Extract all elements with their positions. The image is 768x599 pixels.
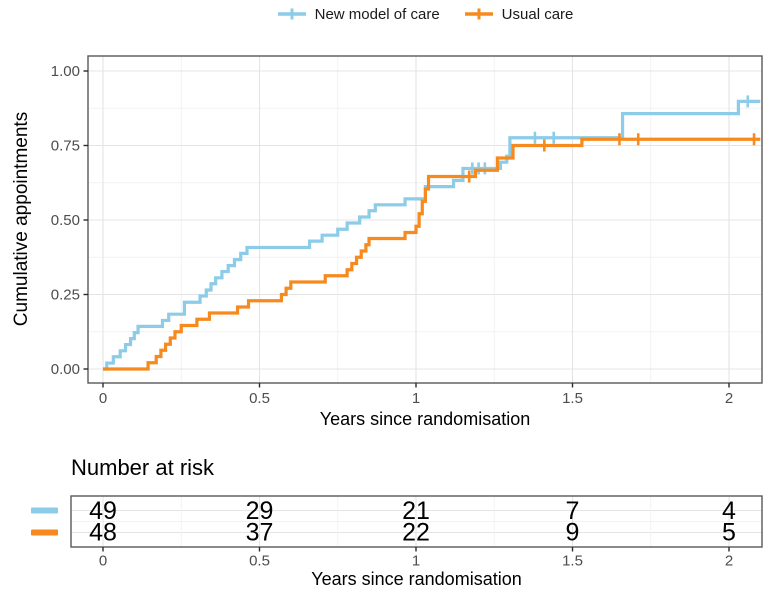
legend: New model of care Usual care bbox=[88, 0, 762, 28]
risk-count: 49 bbox=[89, 497, 117, 525]
y-tick-label: 0.75 bbox=[51, 138, 80, 155]
censor-marks-1 bbox=[467, 133, 756, 183]
risk-count: 48 bbox=[89, 519, 117, 547]
y-tick-label: 1.00 bbox=[51, 63, 80, 80]
risk-table-x-axis-title: Years since randomisation bbox=[311, 569, 522, 589]
risk-row-marker-1 bbox=[31, 529, 58, 536]
km-curve-1 bbox=[103, 137, 761, 371]
censor-plus-icon bbox=[464, 8, 493, 20]
km-curve-0 bbox=[103, 99, 761, 371]
risk-table-row-0: 49 29 21 7 4 bbox=[31, 497, 736, 525]
risk-count: 7 bbox=[566, 497, 580, 525]
risk-table-axis: 0 0.5 1 1.5 2 bbox=[99, 547, 733, 570]
risk-count: 4 bbox=[722, 497, 736, 525]
censor-marks-0 bbox=[471, 95, 750, 175]
risk-count: 22 bbox=[402, 519, 430, 547]
legend-label: New model of care bbox=[314, 5, 440, 23]
risk-count: 29 bbox=[246, 497, 274, 525]
risk-count: 37 bbox=[246, 519, 274, 547]
risk-x-tick-label: 0 bbox=[99, 553, 107, 570]
risk-x-tick-label: 1 bbox=[412, 553, 420, 570]
y-tick-label: 0.00 bbox=[51, 361, 80, 378]
censor-plus-icon bbox=[277, 8, 306, 20]
risk-count: 9 bbox=[566, 519, 580, 547]
legend-item-new-model: New model of care bbox=[277, 5, 440, 23]
x-tick-label: 1.5 bbox=[562, 390, 583, 407]
legend-label: Usual care bbox=[501, 5, 574, 23]
number-at-risk-title: Number at risk bbox=[71, 455, 215, 480]
gridlines bbox=[88, 56, 762, 383]
risk-table-gridlines bbox=[71, 496, 762, 547]
risk-table-row-1: 48 37 22 9 5 bbox=[31, 519, 736, 547]
risk-count: 21 bbox=[402, 497, 430, 525]
x-tick-label: 2 bbox=[725, 390, 733, 407]
y-tick-label: 0.50 bbox=[51, 212, 80, 229]
y-axis-title: Cumulative appointments bbox=[11, 111, 32, 327]
risk-x-tick-label: 2 bbox=[725, 553, 733, 570]
risk-count: 5 bbox=[722, 519, 736, 547]
risk-x-tick-label: 1.5 bbox=[562, 553, 583, 570]
legend-item-usual-care: Usual care bbox=[464, 5, 574, 23]
risk-x-tick-label: 0.5 bbox=[249, 553, 270, 570]
axis-ticks-labels: 0.00 0.25 0.50 0.75 1.00 0 0.5 1 1.5 2 bbox=[51, 63, 733, 407]
x-tick-label: 1 bbox=[412, 390, 420, 407]
x-axis-title: Years since randomisation bbox=[319, 409, 531, 429]
x-tick-label: 0 bbox=[99, 390, 107, 407]
y-tick-label: 0.25 bbox=[51, 287, 80, 304]
risk-row-marker-0 bbox=[31, 507, 58, 514]
x-tick-label: 0.5 bbox=[249, 390, 270, 407]
